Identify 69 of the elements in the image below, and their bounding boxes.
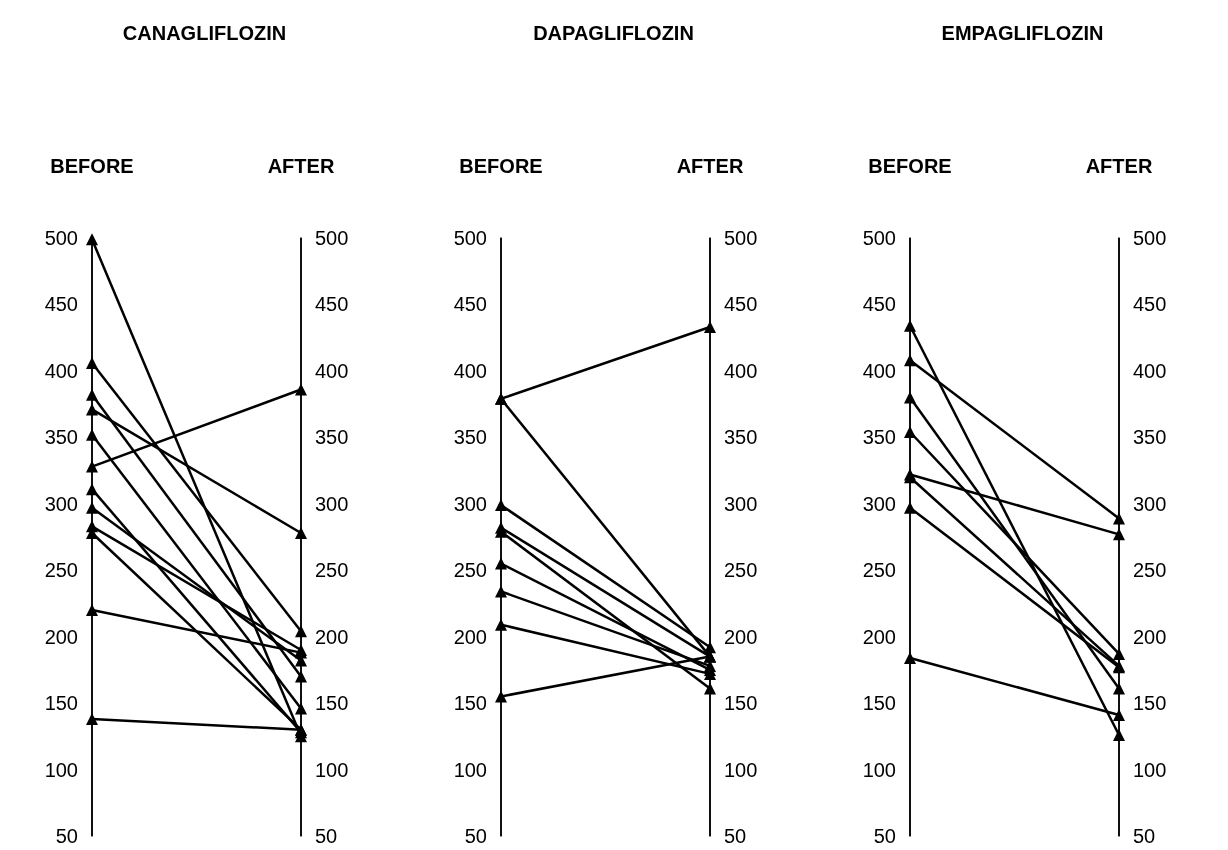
- y2-tick-label: 450: [1133, 293, 1167, 316]
- chart-title: EMPAGLIFLOZIN: [941, 22, 1104, 44]
- y2-tick-label: 300: [724, 492, 758, 515]
- y-tick-label: 300: [44, 492, 78, 515]
- y2-tick-label: 200: [315, 625, 349, 648]
- x-tick-label: AFTER: [676, 155, 744, 177]
- y2-tick-label: 500: [1133, 227, 1167, 249]
- y-tick-label: 250: [453, 559, 487, 582]
- y2-tick-label: 500: [724, 227, 758, 249]
- y-tick-label: 50: [55, 825, 78, 847]
- y2-tick-label: 450: [315, 293, 349, 316]
- chart-title: CANAGLIFLOZIN: [122, 22, 287, 44]
- y2-tick-label: 200: [1133, 625, 1167, 648]
- y2-tick-label: 350: [315, 426, 349, 449]
- y-tick-label: 150: [44, 692, 78, 715]
- y-tick-label: 50: [464, 825, 487, 847]
- y-tick-label: 400: [862, 359, 896, 382]
- x-tick-label: AFTER: [1085, 155, 1153, 177]
- y-tick-label: 450: [453, 293, 487, 316]
- y2-tick-label: 250: [724, 559, 758, 582]
- y2-tick-label: 100: [315, 758, 349, 781]
- y-tick-label: 200: [862, 625, 896, 648]
- y-tick-label: 500: [44, 227, 78, 249]
- y2-tick-label: 400: [1133, 359, 1167, 382]
- y2-tick-label: 300: [1133, 492, 1167, 515]
- y-tick-label: 300: [453, 492, 487, 515]
- y-tick-label: 500: [453, 227, 487, 249]
- x-tick-label: BEFORE: [50, 155, 134, 177]
- y2-tick-label: 200: [724, 625, 758, 648]
- y-tick-label: 400: [44, 359, 78, 382]
- x-tick-label: BEFORE: [459, 155, 543, 177]
- y-tick-label: 100: [453, 758, 487, 781]
- y-tick-label: 500: [862, 227, 896, 249]
- y-tick-label: 350: [862, 426, 896, 449]
- y2-tick-label: 100: [724, 758, 758, 781]
- y-tick-label: 250: [44, 559, 78, 582]
- y2-tick-label: 250: [1133, 559, 1167, 582]
- y2-tick-label: 50: [1133, 825, 1156, 847]
- y2-tick-label: 50: [315, 825, 338, 847]
- y2-tick-label: 450: [724, 293, 758, 316]
- chart-title: DAPAGLIFLOZIN: [533, 22, 694, 44]
- y-tick-label: 450: [862, 293, 896, 316]
- y2-tick-label: 400: [315, 359, 349, 382]
- y-tick-label: 300: [862, 492, 896, 515]
- y-tick-label: 250: [862, 559, 896, 582]
- y2-tick-label: 150: [1133, 692, 1167, 715]
- y2-tick-label: 350: [724, 426, 758, 449]
- x-tick-label: BEFORE: [868, 155, 952, 177]
- y-tick-label: 50: [873, 825, 896, 847]
- y2-tick-label: 150: [724, 692, 758, 715]
- y2-tick-label: 100: [1133, 758, 1167, 781]
- y-tick-label: 100: [862, 758, 896, 781]
- y2-tick-label: 350: [1133, 426, 1167, 449]
- y2-tick-label: 50: [724, 825, 747, 847]
- y-tick-label: 200: [453, 625, 487, 648]
- y-tick-label: 350: [44, 426, 78, 449]
- x-tick-label: AFTER: [267, 155, 335, 177]
- y2-tick-label: 150: [315, 692, 349, 715]
- y2-tick-label: 250: [315, 559, 349, 582]
- y-tick-label: 350: [453, 426, 487, 449]
- y-tick-label: 150: [862, 692, 896, 715]
- y-tick-label: 100: [44, 758, 78, 781]
- y2-tick-label: 300: [315, 492, 349, 515]
- y-tick-label: 400: [453, 359, 487, 382]
- y2-tick-label: 500: [315, 227, 349, 249]
- y-tick-label: 450: [44, 293, 78, 316]
- y2-tick-label: 400: [724, 359, 758, 382]
- y-tick-label: 200: [44, 625, 78, 648]
- y-tick-label: 150: [453, 692, 487, 715]
